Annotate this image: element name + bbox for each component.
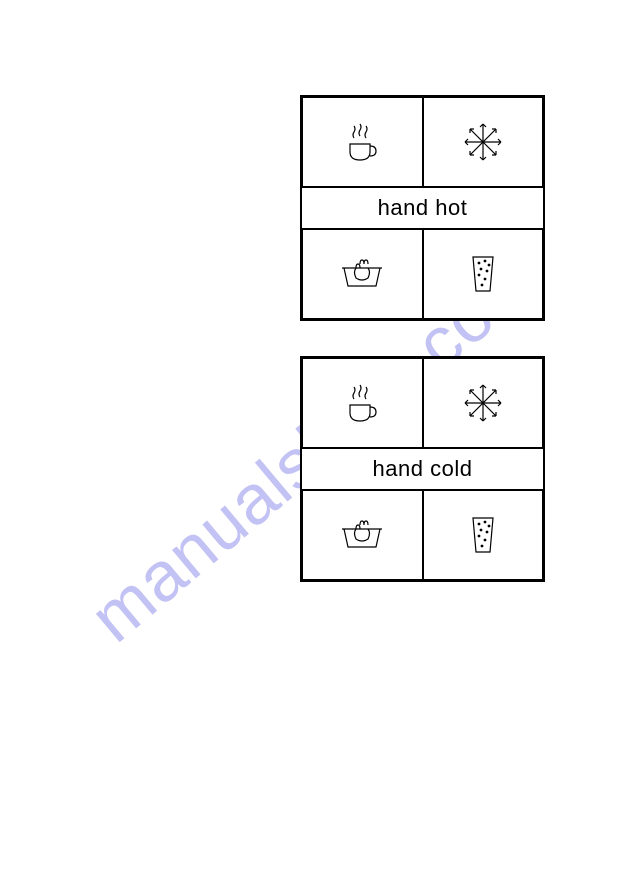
cell-snowflake xyxy=(423,97,544,187)
cell-tumbler xyxy=(423,490,544,580)
panel-hand-hot: hand hot xyxy=(300,95,545,321)
cell-snowflake xyxy=(423,358,544,448)
hand-wash-icon xyxy=(338,254,386,294)
panel-hand-cold: hand cold xyxy=(300,356,545,582)
cell-hand-wash xyxy=(302,229,423,319)
hand-wash-icon xyxy=(338,515,386,555)
panel2-top-row xyxy=(302,358,543,448)
panel1-bottom-row xyxy=(302,229,543,319)
panel1-label: hand hot xyxy=(302,187,543,229)
panels-container: hand hot xyxy=(300,95,545,582)
panel2-label: hand cold xyxy=(302,448,543,490)
cup-steam-icon xyxy=(342,120,382,164)
cup-steam-icon xyxy=(342,381,382,425)
tumbler-icon xyxy=(467,253,499,295)
panel1-top-row xyxy=(302,97,543,187)
panel2-bottom-row xyxy=(302,490,543,580)
tumbler-icon xyxy=(467,514,499,556)
cell-tumbler xyxy=(423,229,544,319)
cell-cup-steam xyxy=(302,358,423,448)
cell-cup-steam xyxy=(302,97,423,187)
snowflake-icon xyxy=(461,381,505,425)
cell-hand-wash xyxy=(302,490,423,580)
snowflake-icon xyxy=(461,120,505,164)
